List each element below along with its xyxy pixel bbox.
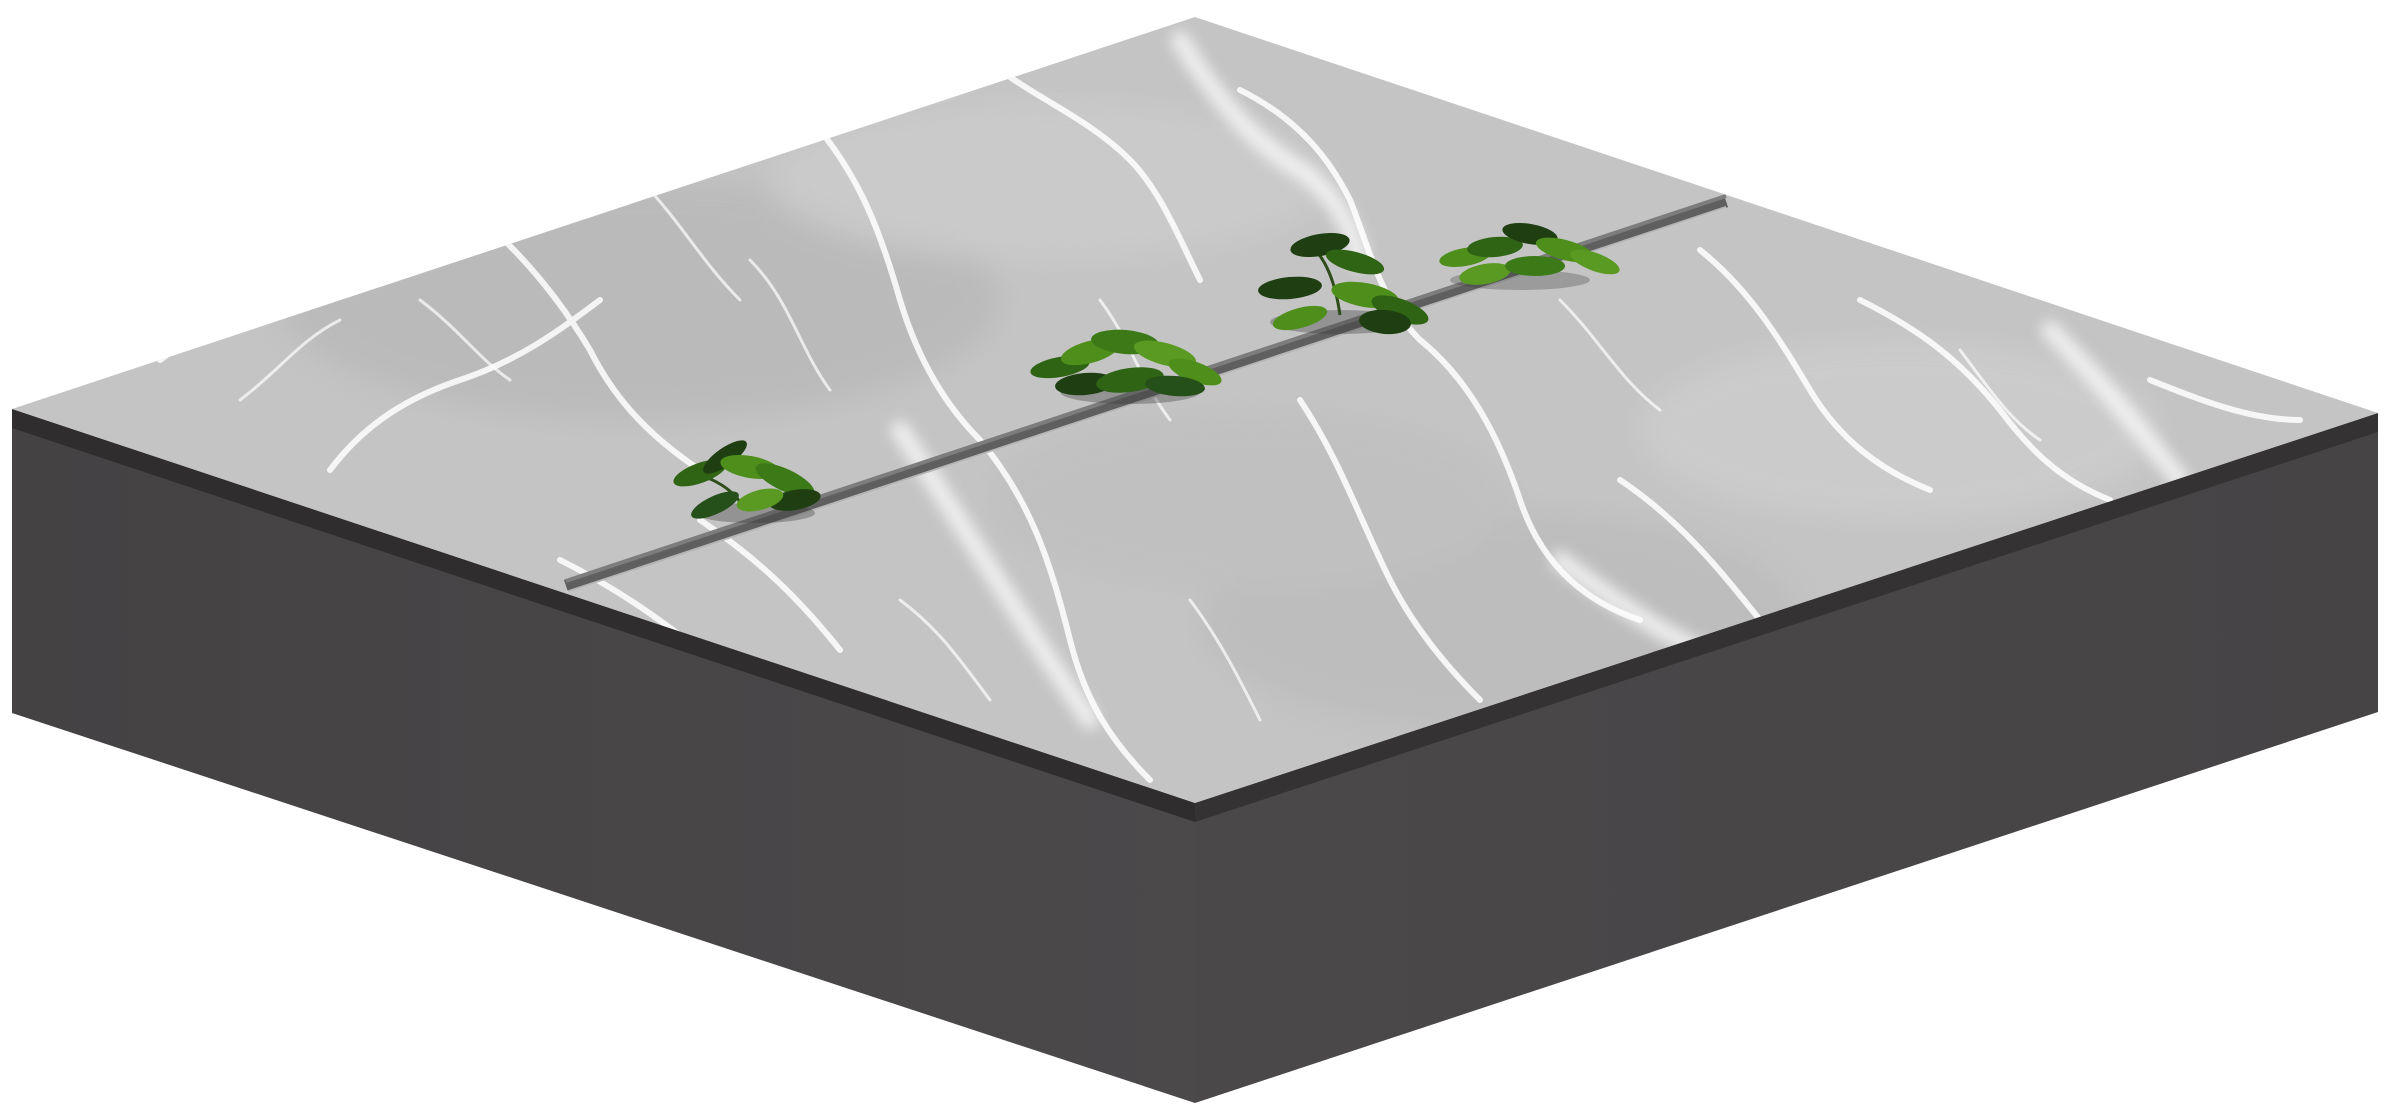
seedling-1	[673, 440, 821, 523]
seedling-2	[1030, 329, 1222, 404]
seedling-3	[1258, 232, 1429, 335]
base-right-face	[1195, 413, 2378, 1103]
seedling-4	[1439, 223, 1620, 290]
base-rim-left	[12, 409, 1195, 822]
base-rim-right	[1195, 413, 2378, 822]
base-left-face	[12, 409, 1195, 1103]
slab-base	[12, 409, 2378, 1103]
